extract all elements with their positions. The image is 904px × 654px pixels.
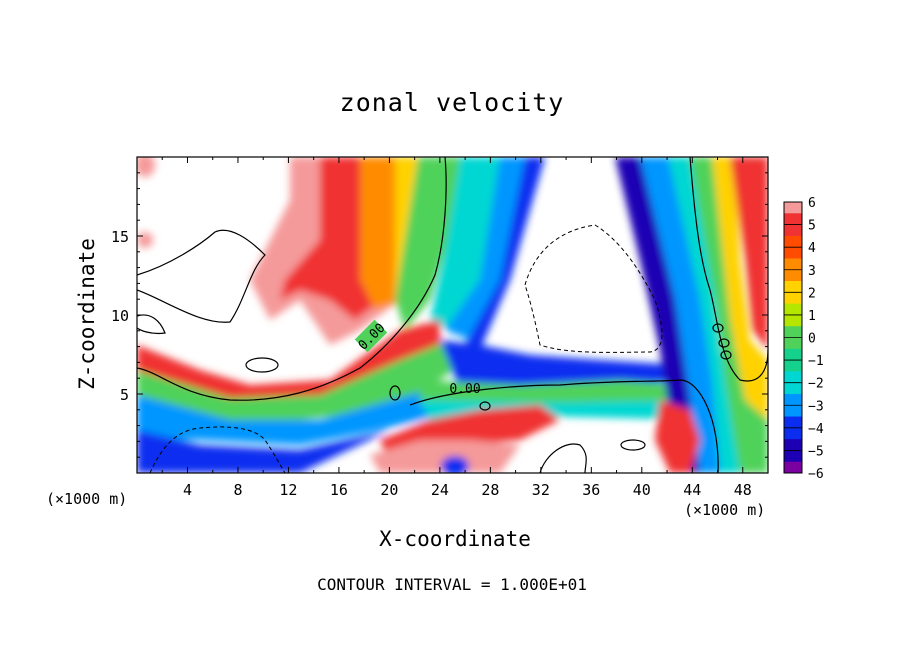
right-contour-loop-a	[712, 323, 724, 333]
dashed-contour-lower-left	[149, 426, 286, 473]
velocity-field	[137, 157, 768, 473]
left-red-spot	[137, 232, 153, 248]
x-axis-ticks: 4 8 12 16 20 24 28 32 36 40 44 48	[161, 157, 752, 499]
colorbar-label: 0	[808, 332, 816, 347]
contour-label-2: 0.00	[449, 382, 480, 397]
x-unit-label-right: (×1000 m)	[684, 501, 766, 519]
zero-contour-right	[689, 157, 768, 382]
small-contour-loop-d	[620, 439, 646, 451]
bottom-blue-pocket	[441, 456, 469, 473]
colorbar-segment	[784, 393, 802, 406]
y-tick-label: 5	[120, 386, 129, 404]
colorbar-segment	[784, 281, 802, 293]
x-tick-label: 36	[582, 481, 600, 499]
colorbar-label: −6	[808, 467, 824, 482]
y-tick-label: 15	[111, 228, 129, 246]
x-tick-label: 16	[330, 481, 348, 499]
colorbar-segment	[784, 326, 802, 338]
deep-blue-band-upper	[465, 157, 545, 350]
contour-lines	[137, 157, 768, 473]
colorbar-segment	[784, 303, 802, 316]
colorbar-label: 2	[808, 286, 816, 301]
upper-left-contour	[137, 229, 266, 323]
colorbar-segment	[784, 360, 802, 372]
right-yellow-band	[712, 157, 768, 420]
x-tick-label: 48	[734, 481, 752, 499]
right-lower-warm-patch	[655, 400, 700, 473]
colorbar-segment	[784, 213, 802, 226]
small-contour-loop-c	[479, 401, 491, 411]
upper-left-pink-spot	[137, 157, 155, 177]
green-band-upper	[395, 157, 470, 330]
colorbar-label: 5	[808, 219, 816, 234]
colorbar-label: −3	[808, 399, 824, 414]
colorbar-segment	[784, 292, 802, 305]
lower-left-band-green	[137, 340, 455, 420]
colorbar-label: 1	[808, 309, 816, 324]
dashed-contour-upper-right	[524, 224, 663, 353]
right-contour-loop-c	[720, 350, 732, 360]
x-tick-label: 4	[183, 481, 192, 499]
x-tick-label: 28	[481, 481, 499, 499]
colorbar-label: 4	[808, 241, 816, 256]
x-tick-label: 44	[683, 481, 701, 499]
negative-contours	[149, 224, 663, 473]
colorbar-segment	[784, 371, 802, 384]
colorbar-segment	[784, 450, 802, 463]
colorbar-segment	[784, 202, 802, 214]
x-tick-label: 8	[233, 481, 242, 499]
colorbar-segment	[784, 247, 802, 259]
right-cyan-band	[668, 157, 740, 473]
small-contour-loop-a	[245, 357, 279, 373]
colorbar-segment	[784, 314, 802, 327]
plot-area: 0.00 0.00	[137, 157, 768, 473]
colorbar-segment	[784, 416, 802, 429]
x-tick-label: 32	[532, 481, 550, 499]
colorbar-label: −5	[808, 444, 824, 459]
colorbar-label: −4	[808, 422, 824, 437]
x-axis-label: X-coordinate	[379, 527, 531, 551]
colorbar-segment	[784, 269, 802, 282]
lower-left-band-deep	[137, 430, 390, 473]
x-unit-label-left: (×1000 m)	[46, 490, 128, 508]
colorbar-segment	[784, 427, 802, 440]
chart-title: zonal velocity	[339, 88, 565, 117]
colorbar: 6 5 4 3 2 1 0 −1 −2 −3 −4 −5 −6	[783, 196, 824, 482]
small-contour-loop-b	[389, 385, 401, 401]
colorbar-segment	[784, 382, 802, 395]
left-corner-contour	[137, 314, 166, 335]
y-axis-ticks: 5 10 15	[111, 172, 768, 458]
colorbar-segment	[784, 224, 802, 237]
colorbar-label: −2	[808, 377, 824, 392]
x-tick-label: 40	[633, 481, 651, 499]
right-contour-loop-b	[718, 338, 730, 348]
colorbar-segment	[784, 337, 802, 350]
colorbar-label: 6	[808, 196, 816, 211]
colorbar-segment	[784, 461, 802, 474]
x-tick-label: 20	[380, 481, 398, 499]
lower-warm-blob-pink	[370, 440, 520, 473]
x-tick-label: 24	[431, 481, 449, 499]
colorbar-label: −1	[808, 354, 824, 369]
right-deep-blue-band	[615, 157, 700, 473]
colorbar-segment	[784, 258, 802, 271]
y-tick-label: 10	[111, 307, 129, 325]
x-tick-label: 12	[279, 481, 297, 499]
central-neck-green	[420, 380, 700, 405]
colorbar-label: 3	[808, 264, 816, 279]
lower-left-band-blue	[137, 380, 460, 445]
contour-interval-note: CONTOUR INTERVAL = 1.000E+01	[317, 575, 587, 594]
right-red-band	[730, 157, 768, 350]
zero-contour-main	[137, 157, 447, 401]
colorbar-segment	[784, 405, 802, 418]
lower-right-contour	[539, 443, 587, 473]
colorbar-segment	[784, 348, 802, 361]
colorbar-segment	[784, 235, 802, 248]
colorbar-segment	[784, 439, 802, 451]
central-neck-blue	[440, 340, 690, 390]
cyan-band-upper	[430, 157, 510, 330]
zero-contour-lower	[409, 379, 719, 473]
